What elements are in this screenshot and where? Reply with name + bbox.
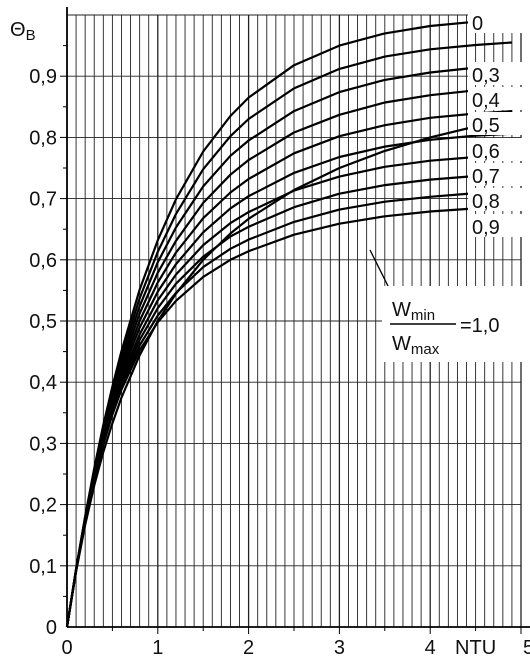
y-tick-label: 0,5 <box>29 311 57 333</box>
axes <box>60 7 530 634</box>
y-tick-label: 0,2 <box>29 495 57 517</box>
y-tick-label: 0,7 <box>29 189 57 211</box>
curve-label-bg <box>468 87 522 110</box>
x-tick-label: 5 <box>523 637 530 659</box>
curve-label: 0,4 <box>472 90 500 112</box>
curve-label: 0,5 <box>472 115 500 137</box>
legend-denominator: Wmax <box>392 333 440 358</box>
y-tick-label: 0,9 <box>29 66 57 88</box>
legend-leader-line <box>369 249 391 291</box>
curve-label-bg <box>468 62 522 85</box>
x-axis-title: NTU <box>455 637 496 659</box>
x-tick-label: 0 <box>61 637 72 659</box>
curve-labels: 0 0,3 0,4 0,5 0,6 0,7 0,8 0,9 <box>468 10 522 239</box>
curve-series <box>65 206 512 628</box>
curve-label-bg <box>468 163 522 186</box>
curve-label: 0,6 <box>472 141 500 163</box>
curves <box>65 18 513 628</box>
curve-label: 0,8 <box>472 191 500 213</box>
curve-label-bg <box>468 214 522 237</box>
curve-label: 0,7 <box>472 166 500 188</box>
x-tick-label: 1 <box>152 637 163 659</box>
y-tick-label: 0,3 <box>29 433 57 455</box>
curve-label: 0 <box>472 13 483 35</box>
y-tick-label: 0,1 <box>29 556 57 578</box>
curve-label-bg <box>468 10 522 33</box>
y-axis-title-subscript: B <box>26 27 36 44</box>
x-tick-label: 3 <box>334 637 345 659</box>
curve-label-bg <box>468 188 522 211</box>
curve-label: 0,3 <box>472 65 500 87</box>
curve-label-bg <box>468 112 522 135</box>
curve-series <box>65 117 513 628</box>
legend-suffix: =1,0 <box>460 315 499 337</box>
x-tick-label: 2 <box>243 637 254 659</box>
tick-labels: 00,10,20,30,40,50,60,70,80,90 1 2 3 4 NTU 5ΘB <box>6 10 530 659</box>
legend-denominator-subscript: max <box>411 341 440 358</box>
y-tick-label: 0 <box>46 617 57 639</box>
x-tick-label: 4 <box>425 637 436 659</box>
y-tick-label: 0,6 <box>29 250 57 272</box>
y-axis-title-bg <box>6 10 56 42</box>
y-tick-label: 0,8 <box>29 127 57 149</box>
y-tick-label: 0,4 <box>29 372 57 394</box>
legend-numerator-subscript: min <box>411 307 435 324</box>
curve-label: 0,9 <box>472 217 500 239</box>
curve-label-bg <box>468 138 522 161</box>
